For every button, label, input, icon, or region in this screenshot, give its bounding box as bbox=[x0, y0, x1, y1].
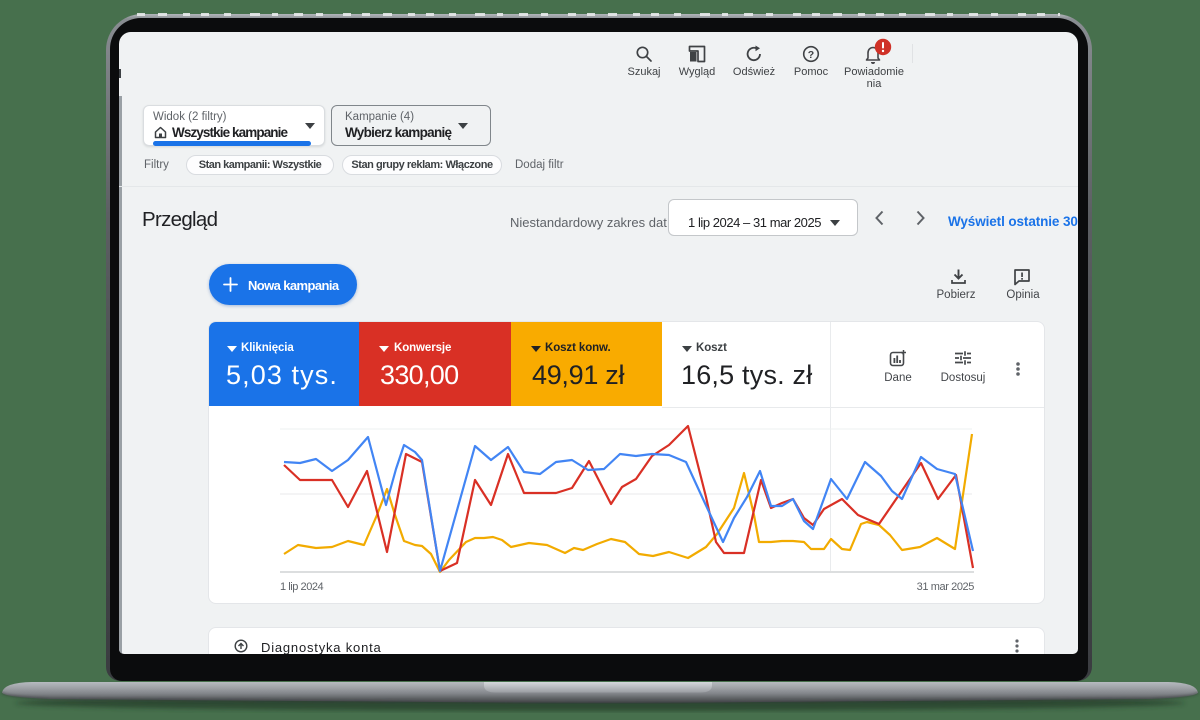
svg-text:1 lip 2024: 1 lip 2024 bbox=[280, 581, 324, 593]
svg-text:?: ? bbox=[808, 49, 814, 61]
svg-text:31 mar 2025: 31 mar 2025 bbox=[917, 581, 975, 593]
